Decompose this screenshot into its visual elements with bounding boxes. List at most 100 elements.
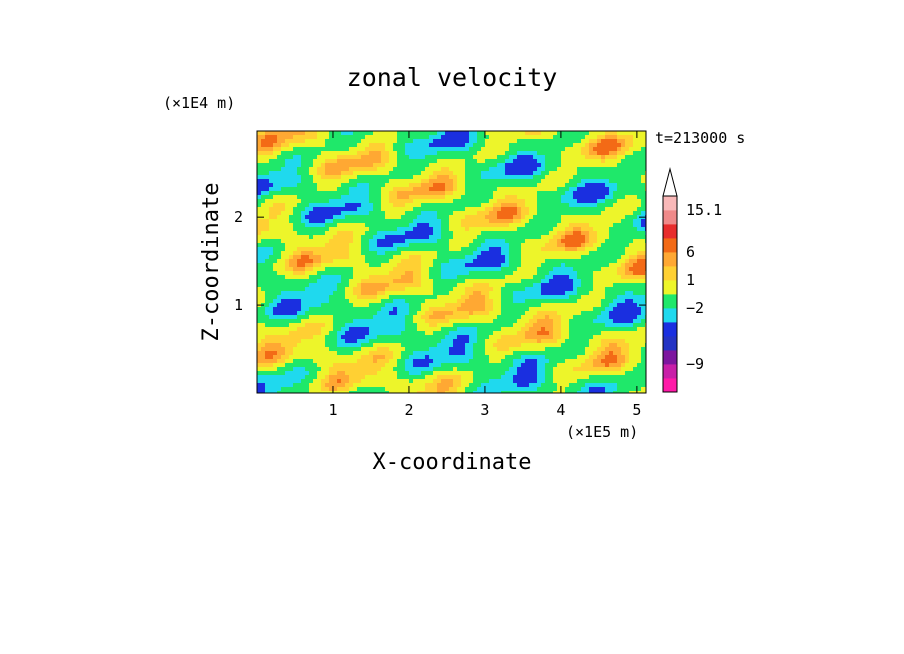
field-cell — [341, 247, 346, 252]
field-cell — [301, 315, 306, 320]
field-cell — [561, 227, 566, 232]
field-cell — [461, 175, 466, 180]
field-cell — [557, 255, 562, 260]
field-cell — [433, 287, 438, 292]
field-cell — [621, 167, 626, 172]
field-cell — [517, 247, 522, 252]
field-cell — [577, 159, 582, 164]
field-cell — [577, 227, 582, 232]
field-cell — [521, 187, 526, 192]
field-cell — [269, 251, 274, 256]
field-cell — [485, 247, 490, 252]
field-cell — [577, 235, 582, 240]
field-cell — [601, 191, 606, 196]
field-cell — [441, 323, 446, 328]
y-unit-label: (×1E4 m) — [163, 94, 235, 112]
field-cell — [569, 259, 574, 264]
field-cell — [257, 139, 262, 144]
field-cell — [365, 267, 370, 272]
field-cell — [397, 147, 402, 152]
field-cell — [385, 243, 390, 248]
field-cell — [541, 287, 546, 292]
field-cell — [313, 327, 318, 332]
field-cell — [377, 299, 382, 304]
field-cell — [641, 159, 646, 164]
field-cell — [525, 207, 530, 212]
field-cell — [493, 175, 498, 180]
field-cell — [321, 311, 326, 316]
field-cell — [385, 235, 390, 240]
field-cell — [585, 323, 590, 328]
field-cell — [389, 179, 394, 184]
field-cell — [349, 323, 354, 328]
field-cell — [321, 323, 326, 328]
field-cell — [369, 227, 374, 232]
field-cell — [549, 243, 554, 248]
field-cell — [481, 255, 486, 260]
field-cell — [325, 267, 330, 272]
field-cell — [541, 311, 546, 316]
field-cell — [489, 187, 494, 192]
field-cell — [401, 287, 406, 292]
field-cell — [269, 171, 274, 176]
field-cell — [477, 147, 482, 152]
field-cell — [569, 235, 574, 240]
field-cell — [577, 195, 582, 200]
field-cell — [393, 271, 398, 276]
field-cell — [533, 179, 538, 184]
field-cell — [641, 295, 646, 300]
field-cell — [517, 147, 522, 152]
field-cell — [257, 319, 262, 324]
field-cell — [445, 139, 450, 144]
field-cell — [605, 255, 610, 260]
field-cell — [629, 227, 634, 232]
field-cell — [569, 327, 574, 332]
field-cell — [265, 243, 270, 248]
field-cell — [341, 319, 346, 324]
field-cell — [321, 183, 326, 188]
field-cell — [289, 139, 294, 144]
field-cell — [525, 319, 530, 324]
field-cell — [281, 255, 286, 260]
field-cell — [445, 151, 450, 156]
field-cell — [409, 295, 414, 300]
field-cell — [621, 259, 626, 264]
field-cell — [493, 231, 498, 236]
field-cell — [277, 139, 282, 144]
field-cell — [589, 303, 594, 308]
field-cell — [537, 327, 542, 332]
field-cell — [549, 215, 554, 220]
field-cell — [325, 183, 330, 188]
field-cell — [277, 215, 282, 220]
field-cell — [353, 323, 358, 328]
field-cell — [637, 231, 642, 236]
field-cell — [617, 307, 622, 312]
field-cell — [393, 247, 398, 252]
field-cell — [421, 187, 426, 192]
field-cell — [265, 207, 270, 212]
field-cell — [505, 143, 510, 148]
field-cell — [593, 263, 598, 268]
field-cell — [629, 195, 634, 200]
field-cell — [277, 151, 282, 156]
field-cell — [565, 147, 570, 152]
field-cell — [313, 311, 318, 316]
field-cell — [333, 179, 338, 184]
field-cell — [621, 247, 626, 252]
field-cell — [313, 195, 318, 200]
field-cell — [505, 239, 510, 244]
field-cell — [481, 239, 486, 244]
field-cell — [381, 327, 386, 332]
field-cell — [369, 139, 374, 144]
field-cell — [569, 287, 574, 292]
field-cell — [517, 243, 522, 248]
field-cell — [449, 147, 454, 152]
field-cell — [545, 299, 550, 304]
field-cell — [361, 187, 366, 192]
field-cell — [429, 295, 434, 300]
field-cell — [473, 243, 478, 248]
field-cell — [549, 171, 554, 176]
field-cell — [481, 275, 486, 280]
field-cell — [473, 203, 478, 208]
field-cell — [321, 155, 326, 160]
